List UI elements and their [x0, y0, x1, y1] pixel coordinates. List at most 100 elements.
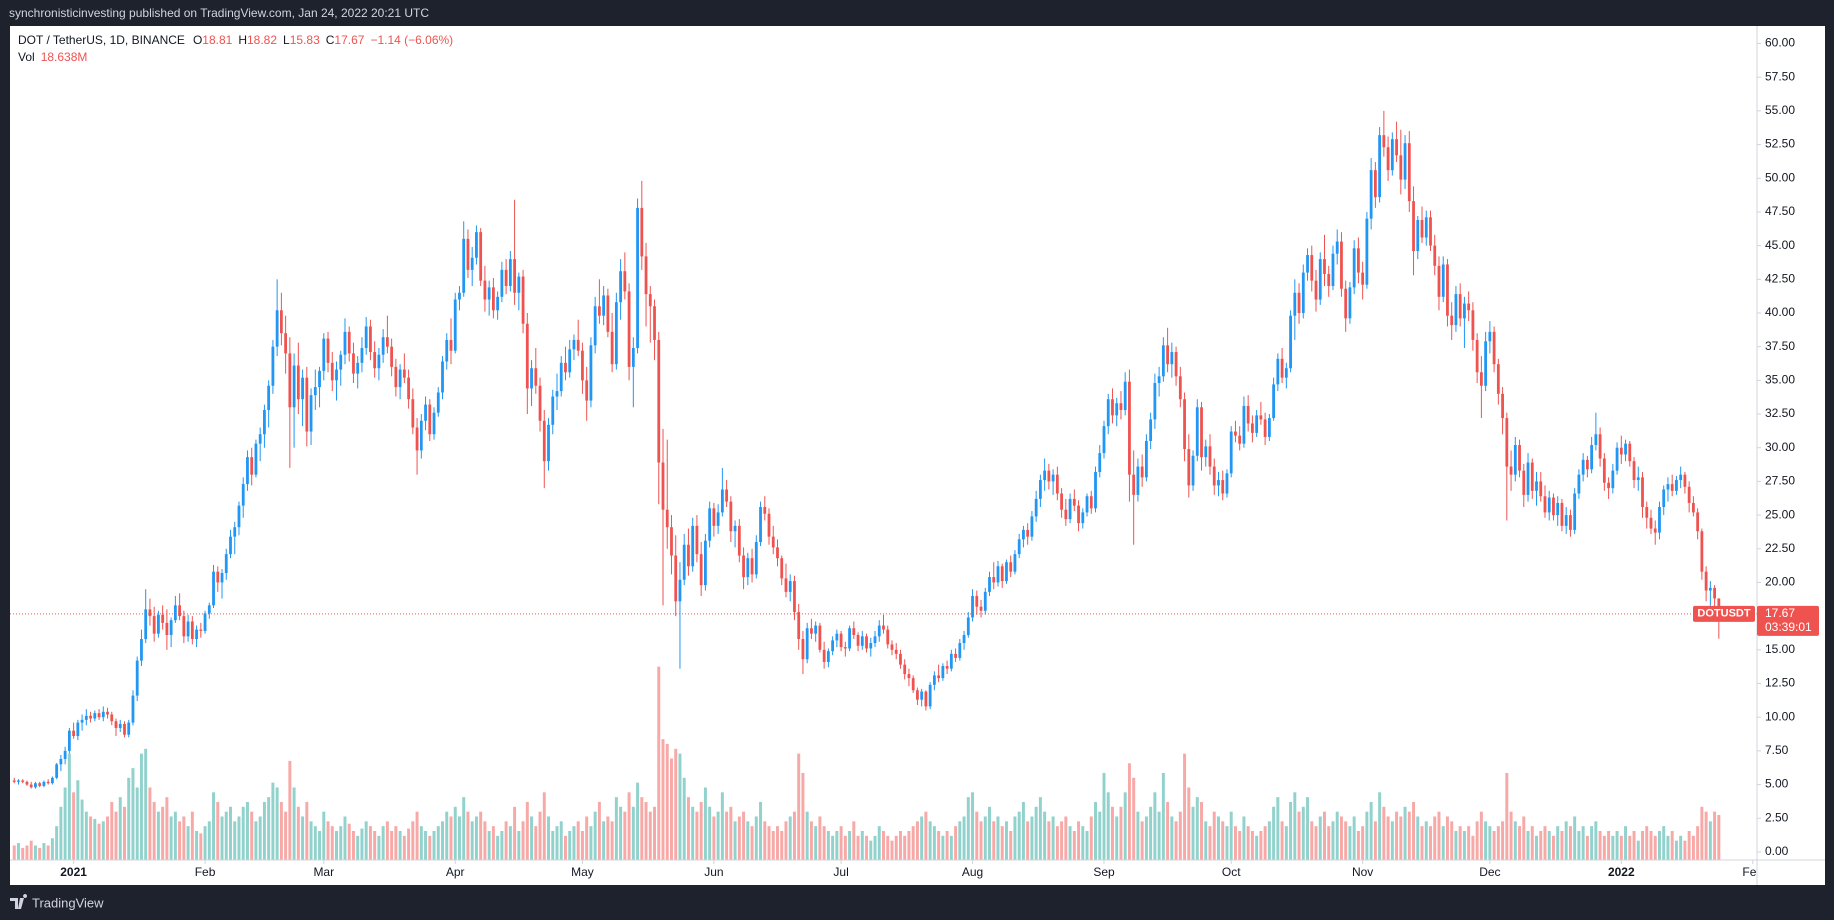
x-tick-label: 2021: [60, 865, 87, 879]
candle-body: [1670, 484, 1674, 491]
publish-info: synchronisticinvesting published on Trad…: [9, 6, 429, 20]
volume-bar: [135, 787, 139, 860]
y-tick-label: 20.00: [1765, 575, 1795, 589]
volume-bar: [831, 835, 835, 860]
candle-body: [1624, 443, 1627, 455]
volume-bar: [1174, 821, 1178, 860]
volume-bar: [1564, 821, 1568, 860]
price-axis: [1757, 26, 1825, 885]
candle-body: [1632, 461, 1636, 481]
candle-body: [1530, 462, 1534, 491]
volume-bar: [1064, 816, 1068, 860]
candle-body: [869, 643, 873, 649]
candle-body: [1594, 434, 1598, 446]
volume-bar: [483, 821, 487, 860]
volume-bar: [1390, 821, 1394, 860]
candle-body: [937, 675, 941, 679]
candle-body: [1581, 459, 1585, 475]
candle-body: [1077, 505, 1080, 524]
candle-body: [330, 362, 334, 381]
volume-bar: [678, 753, 682, 860]
candle-body: [110, 714, 114, 722]
symbol-legend: DOT / TetherUS, 1D, BINANCE O18.81 H18.82 L…: [18, 33, 453, 47]
candle-body: [920, 691, 924, 700]
candle-body: [877, 625, 881, 637]
volume-bar: [63, 787, 67, 860]
symbol-tag: DOTUSDT: [1697, 608, 1750, 620]
candle-body: [169, 620, 173, 635]
volume-bar: [801, 772, 805, 860]
volume-bar: [988, 806, 991, 860]
candle-body: [1429, 217, 1432, 246]
volume-bar: [377, 835, 381, 860]
volume-bar: [445, 811, 449, 860]
volume-bar: [619, 806, 623, 860]
candle-body: [1195, 407, 1199, 456]
y-tick-label: 12.50: [1765, 676, 1795, 690]
candle-body: [763, 506, 767, 514]
candle-body: [1026, 529, 1030, 537]
candle-body: [1072, 498, 1076, 506]
volume-bar: [245, 801, 249, 860]
candle-body: [67, 730, 71, 751]
volume-bar: [1314, 826, 1318, 860]
candle-body: [504, 269, 508, 287]
candle-body: [1590, 445, 1594, 470]
symbol-tag-bg: [1693, 605, 1755, 622]
candle-body: [1229, 431, 1233, 474]
candle-body: [1416, 220, 1420, 252]
volume-bar: [1238, 830, 1242, 860]
candle-body: [1085, 496, 1089, 513]
volume-bar: [954, 826, 958, 860]
candle-body: [178, 605, 182, 617]
candle-body: [224, 554, 228, 574]
volume-bar: [318, 830, 322, 860]
y-tick-label: 35.00: [1765, 373, 1795, 387]
volume-bar: [118, 797, 122, 860]
volume-bar: [161, 806, 165, 860]
volume-bar: [1420, 826, 1424, 860]
volume-bar: [996, 816, 1000, 860]
volume-bar: [1433, 816, 1437, 860]
volume-bar: [915, 821, 919, 860]
candle-body: [186, 621, 190, 637]
volume-bar: [254, 821, 258, 860]
volume-bar: [1060, 821, 1064, 860]
candle-body: [381, 337, 385, 355]
volume-bar: [1021, 801, 1025, 860]
x-tick-label: Apr: [446, 865, 465, 879]
volume-bar: [267, 797, 271, 860]
candle-body: [1128, 381, 1131, 475]
volume-bar: [928, 821, 932, 860]
candle-body: [343, 331, 347, 355]
candle-body: [309, 395, 313, 432]
candle-body: [1446, 264, 1449, 316]
volume-bar: [1708, 821, 1712, 860]
y-tick-label: 60.00: [1765, 36, 1795, 50]
volume-bar: [559, 821, 563, 860]
volume-bar: [1081, 826, 1085, 860]
volume-bar: [462, 797, 466, 860]
candle-body: [491, 287, 495, 311]
price-tag-bg: [1757, 605, 1819, 636]
volume-bar: [343, 816, 347, 860]
volume-bar: [1551, 835, 1555, 860]
volume-bar: [220, 816, 224, 860]
candle-body: [1556, 502, 1560, 516]
volume-bar: [1454, 830, 1458, 860]
volume-bar: [1535, 835, 1538, 860]
volume-bar: [1102, 772, 1106, 860]
volume-bar: [1492, 830, 1496, 860]
volume-bar: [457, 816, 461, 860]
candle-body: [886, 629, 890, 645]
candle-body: [720, 489, 724, 513]
candle-body: [229, 536, 232, 555]
volume-bar: [614, 797, 618, 860]
volume-bar: [1038, 797, 1042, 860]
candle-body: [843, 647, 847, 649]
candle-body: [1564, 515, 1568, 526]
volume-bar: [1429, 826, 1432, 860]
volume-bar: [1641, 830, 1644, 860]
candle-body: [704, 540, 707, 586]
candle-body: [385, 337, 389, 347]
